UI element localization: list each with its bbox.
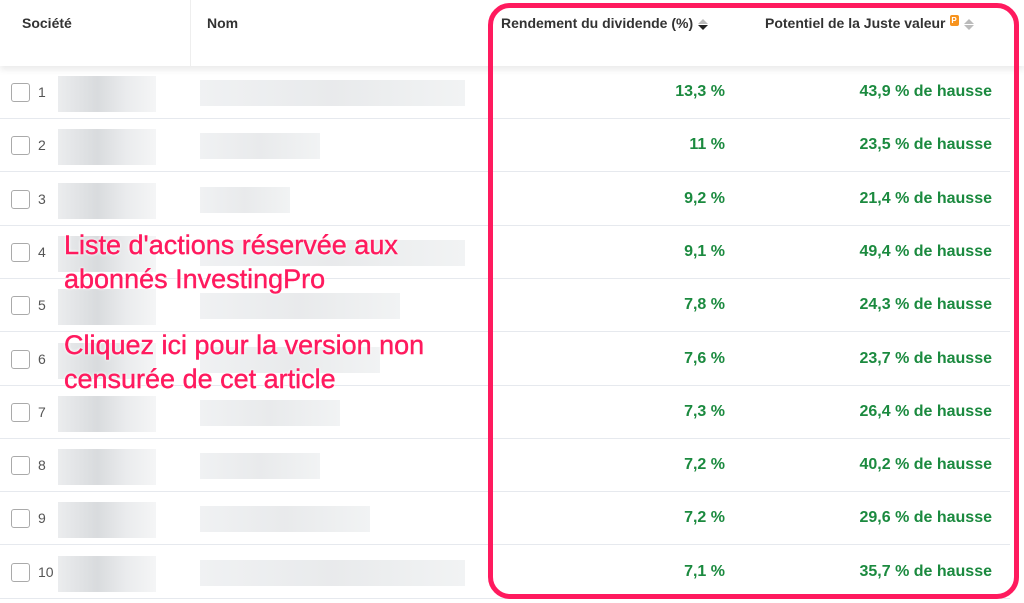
- fair-value-upside: 40,2 % de hausse: [859, 456, 992, 474]
- row-number: 8: [38, 457, 46, 474]
- fair-value-upside: 21,4 % de hausse: [859, 189, 992, 207]
- uncensored-link[interactable]: Cliquez ici pour la version non censurée…: [64, 328, 425, 396]
- fair-value-upside: 24,3 % de hausse: [859, 296, 992, 314]
- row-number: 9: [38, 510, 46, 527]
- fair-value-upside: 23,7 % de hausse: [859, 349, 992, 367]
- fair-value-upside: 43,9 % de hausse: [859, 83, 992, 100]
- row-checkbox[interactable]: [11, 242, 30, 262]
- company-logo-blurred: [58, 502, 156, 539]
- row-checkbox[interactable]: [11, 136, 30, 156]
- company-logo-blurred: [58, 395, 156, 432]
- dividend-yield: 11 %: [689, 136, 725, 154]
- row-number: 10: [38, 563, 54, 580]
- company-name-blurred: [200, 239, 465, 266]
- table-row[interactable]: 2 11 % 23,5 % de hausse: [0, 119, 1010, 173]
- overlay-line: censurée de cet article: [64, 364, 336, 394]
- dividend-yield: 7,2 %: [684, 456, 725, 474]
- header-fair-value-label: Potentiel de la Juste valeur: [765, 15, 946, 31]
- row-checkbox[interactable]: [11, 509, 30, 529]
- investingpro-icon: P: [949, 15, 959, 26]
- header-nom[interactable]: Nom: [207, 15, 239, 31]
- table-row[interactable]: 4 9,1 % 49,4 % de hausse: [0, 226, 1010, 279]
- dividend-yield: 7,2 %: [684, 509, 725, 527]
- company-name-blurred: [200, 346, 380, 373]
- company-name-blurred: [200, 293, 400, 320]
- company-name-blurred: [200, 506, 370, 533]
- header-dividend-label: Rendement du dividende (%): [501, 15, 694, 31]
- fair-value-upside: 35,7 % de hausse: [859, 562, 992, 580]
- table-row[interactable]: 7 7,3 % 26,4 % de hausse: [0, 386, 1010, 439]
- company-name-blurred: [200, 133, 320, 160]
- row-number: 6: [38, 350, 46, 367]
- header-fair-value[interactable]: Potentiel de la Juste valeur P: [765, 15, 974, 31]
- dividend-yield: 9,2 %: [684, 189, 725, 207]
- dividend-yield: 7,1 %: [684, 562, 725, 580]
- fair-value-upside: 23,5 % de hausse: [859, 136, 992, 154]
- row-number: 5: [38, 297, 46, 314]
- company-logo-blurred: [58, 342, 156, 379]
- company-logo-blurred: [58, 76, 156, 112]
- overlay-line: Cliquez ici pour la version non: [64, 330, 425, 360]
- sort-desc-icon[interactable]: [698, 18, 709, 31]
- table-row[interactable]: 9 7,2 % 29,6 % de hausse: [0, 492, 1010, 546]
- table-row[interactable]: 3 9,2 % 21,4 % de hausse: [0, 173, 1010, 226]
- table-header: Société Nom Rendement du dividende (%) P…: [0, 0, 1024, 66]
- row-number: 2: [38, 137, 46, 154]
- row-checkbox[interactable]: [11, 402, 30, 422]
- dividend-yield: 7,3 %: [684, 402, 725, 420]
- row-number: 4: [38, 243, 46, 260]
- dividend-yield: 7,6 %: [684, 349, 725, 367]
- row-checkbox[interactable]: [11, 296, 30, 316]
- table-row[interactable]: 10 7,1 % 35,7 % de hausse: [0, 546, 1010, 599]
- column-divider: [190, 0, 191, 66]
- row-checkbox[interactable]: [11, 349, 30, 369]
- table-row[interactable]: 1 13,3 % 43,9 % de hausse: [0, 66, 1010, 119]
- company-name-blurred: [200, 399, 340, 426]
- dividend-yield: 13,3 %: [675, 83, 725, 100]
- sort-icon[interactable]: [963, 18, 974, 31]
- table-row[interactable]: 5 7,8 % 24,3 % de hausse: [0, 279, 1010, 333]
- fair-value-upside: 26,4 % de hausse: [859, 402, 992, 420]
- fair-value-upside: 29,6 % de hausse: [859, 509, 992, 527]
- company-name-blurred: [200, 559, 465, 586]
- company-name-blurred: [200, 80, 465, 106]
- fair-value-upside: 49,4 % de hausse: [859, 242, 992, 260]
- row-number: 3: [38, 190, 46, 207]
- overlay-line: abonnés InvestingPro: [64, 264, 326, 294]
- pro-overlay-text[interactable]: Liste d'actions réservée aux abonnés Inv…: [64, 228, 398, 296]
- company-logo-blurred: [58, 555, 156, 592]
- company-name-blurred: [200, 186, 290, 213]
- company-name-blurred: [200, 453, 320, 480]
- company-logo-blurred: [58, 129, 156, 166]
- company-logo-blurred: [58, 182, 156, 219]
- header-dividend[interactable]: Rendement du dividende (%): [501, 15, 709, 31]
- row-checkbox[interactable]: [11, 189, 30, 209]
- company-logo-blurred: [58, 235, 156, 272]
- overlay-line: Liste d'actions réservée aux: [64, 230, 398, 260]
- table-row[interactable]: 6 7,6 % 23,7 % de hausse: [0, 333, 1010, 386]
- company-logo-blurred: [58, 289, 156, 326]
- table-row[interactable]: 8 7,2 % 40,2 % de hausse: [0, 439, 1010, 493]
- row-number: 1: [38, 84, 46, 100]
- dividend-yield: 7,8 %: [684, 296, 725, 314]
- company-logo-blurred: [58, 449, 156, 486]
- row-number: 7: [38, 403, 46, 420]
- header-societe[interactable]: Société: [22, 15, 72, 31]
- dividend-yield: 9,1 %: [684, 242, 725, 260]
- row-checkbox[interactable]: [11, 456, 30, 476]
- row-checkbox[interactable]: [11, 83, 30, 102]
- row-checkbox[interactable]: [11, 562, 30, 582]
